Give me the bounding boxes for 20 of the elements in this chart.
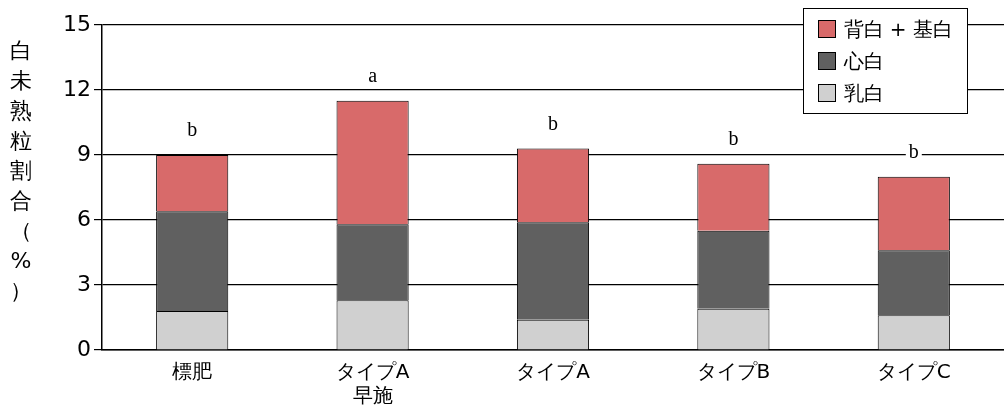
- y-tick-label: 6: [76, 205, 91, 231]
- annotation: b: [728, 126, 739, 149]
- y-tick-label: 0: [76, 335, 91, 361]
- text: 白未熟粒割合（%）: [10, 38, 32, 303]
- annotation: b: [908, 139, 919, 162]
- legend-label: 背白 + 基白: [842, 15, 953, 43]
- legend-label: 心白: [842, 47, 885, 75]
- x-tick-label: 標肥: [172, 359, 213, 384]
- y-tick-label: 15: [62, 10, 91, 36]
- legend-label: 乳白: [842, 79, 885, 107]
- x-tick-label: タイプB: [696, 359, 771, 384]
- y-tick-label: 9: [76, 140, 91, 166]
- x-tick-label: タイプA: [516, 359, 591, 384]
- y-tick-label: 12: [62, 75, 91, 101]
- annotation: b: [187, 118, 198, 141]
- x-tick-label: タイプA 早施: [335, 359, 410, 408]
- x-tick-label: タイプC: [876, 359, 951, 384]
- annotation: a: [368, 64, 378, 87]
- y-tick-label: 3: [76, 270, 91, 296]
- annotation: b: [548, 111, 558, 134]
